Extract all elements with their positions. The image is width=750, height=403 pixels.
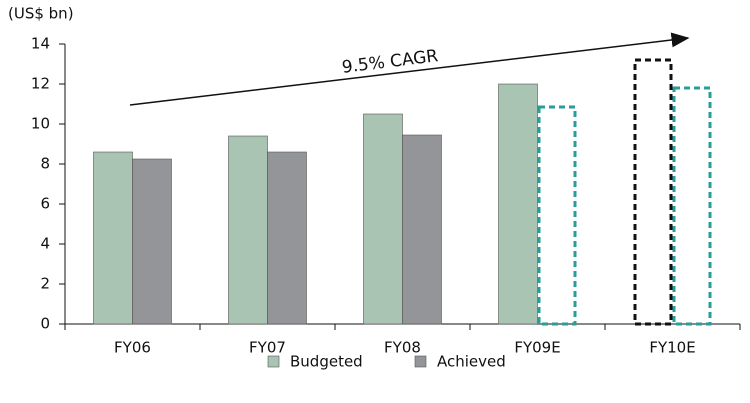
bar — [132, 158, 172, 325]
bar — [537, 105, 577, 326]
bar — [363, 113, 403, 325]
x-tick-label: FY09E — [514, 339, 560, 357]
x-tick-label: FY07 — [249, 339, 286, 357]
bar — [402, 134, 442, 325]
bar — [672, 86, 712, 326]
bar — [267, 151, 307, 325]
bar — [633, 58, 673, 326]
bar — [498, 83, 538, 325]
x-tick-label: FY10E — [649, 339, 695, 357]
y-tick-label: 0 — [40, 315, 50, 333]
x-tick-label: FY08 — [384, 339, 421, 357]
y-tick-label: 14 — [31, 35, 50, 53]
y-tick-label: 10 — [31, 115, 50, 133]
y-tick-label: 8 — [40, 155, 50, 173]
legend-label: Achieved — [437, 353, 506, 371]
y-tick-label: 4 — [40, 235, 50, 253]
cagr-arrow — [129, 32, 690, 106]
legend-swatch — [267, 355, 280, 368]
bar — [228, 135, 268, 325]
y-tick-label: 12 — [31, 75, 50, 93]
legend-label: Budgeted — [290, 353, 363, 371]
legend-swatch — [414, 355, 427, 368]
bar — [93, 151, 133, 325]
x-tick-label: FY06 — [114, 339, 151, 357]
y-tick-label: 2 — [40, 275, 50, 293]
y-axis-label: (US$ bn) — [8, 5, 74, 23]
y-tick-label: 6 — [40, 195, 50, 213]
